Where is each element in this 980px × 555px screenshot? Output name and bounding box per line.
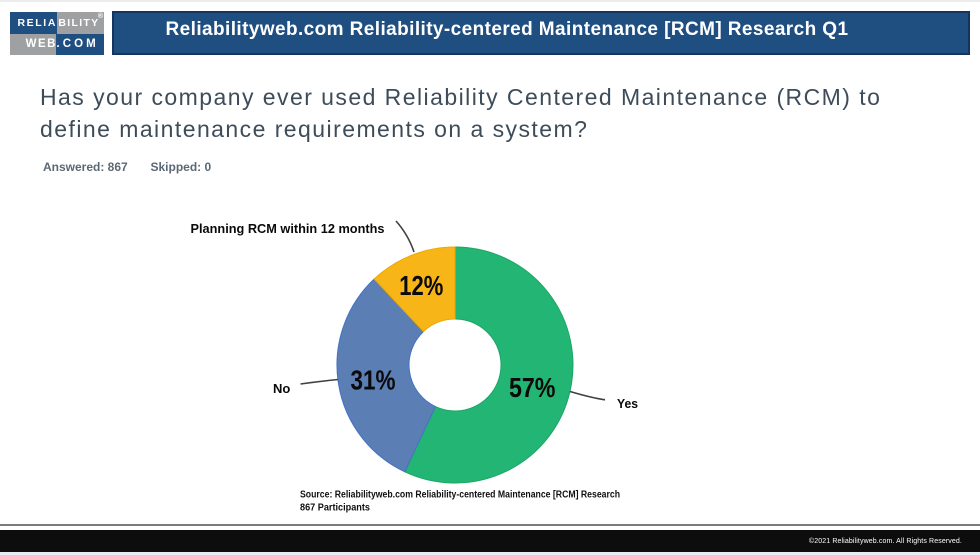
svg-text:867 Participants: 867 Participants — [300, 503, 370, 514]
svg-text:31%: 31% — [351, 364, 396, 395]
svg-text:No: No — [273, 381, 290, 396]
svg-text:57%: 57% — [509, 372, 556, 403]
svg-text:Planning RCM within 12 months: Planning RCM within 12 months — [191, 221, 385, 236]
svg-text:12%: 12% — [399, 270, 443, 301]
svg-text:Source: Reliabilityweb.com Rel: Source: Reliabilityweb.com Reliability-c… — [300, 490, 620, 501]
svg-text:Yes: Yes — [617, 396, 638, 411]
